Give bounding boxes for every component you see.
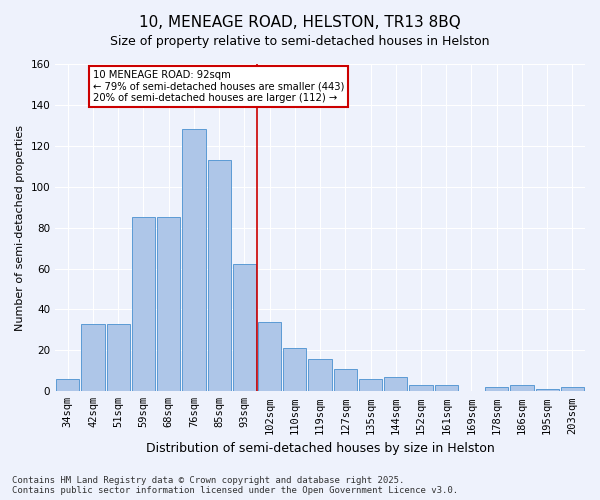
Bar bbox=[409, 385, 433, 392]
Bar bbox=[283, 348, 307, 392]
Bar bbox=[182, 130, 206, 392]
Bar bbox=[107, 324, 130, 392]
X-axis label: Distribution of semi-detached houses by size in Helston: Distribution of semi-detached houses by … bbox=[146, 442, 494, 455]
Bar bbox=[561, 387, 584, 392]
Bar bbox=[434, 385, 458, 392]
Bar bbox=[208, 160, 231, 392]
Bar bbox=[56, 379, 79, 392]
Bar bbox=[536, 390, 559, 392]
Bar bbox=[485, 387, 508, 392]
Bar bbox=[334, 369, 357, 392]
Bar bbox=[384, 377, 407, 392]
Bar bbox=[359, 379, 382, 392]
Text: 10, MENEAGE ROAD, HELSTON, TR13 8BQ: 10, MENEAGE ROAD, HELSTON, TR13 8BQ bbox=[139, 15, 461, 30]
Bar bbox=[233, 264, 256, 392]
Text: 10 MENEAGE ROAD: 92sqm
← 79% of semi-detached houses are smaller (443)
20% of se: 10 MENEAGE ROAD: 92sqm ← 79% of semi-det… bbox=[93, 70, 344, 103]
Bar bbox=[82, 324, 104, 392]
Y-axis label: Number of semi-detached properties: Number of semi-detached properties bbox=[15, 124, 25, 330]
Bar bbox=[132, 218, 155, 392]
Bar bbox=[157, 218, 181, 392]
Text: Contains HM Land Registry data © Crown copyright and database right 2025.
Contai: Contains HM Land Registry data © Crown c… bbox=[12, 476, 458, 495]
Bar bbox=[511, 385, 533, 392]
Bar bbox=[308, 358, 332, 392]
Bar bbox=[258, 322, 281, 392]
Text: Size of property relative to semi-detached houses in Helston: Size of property relative to semi-detach… bbox=[110, 35, 490, 48]
